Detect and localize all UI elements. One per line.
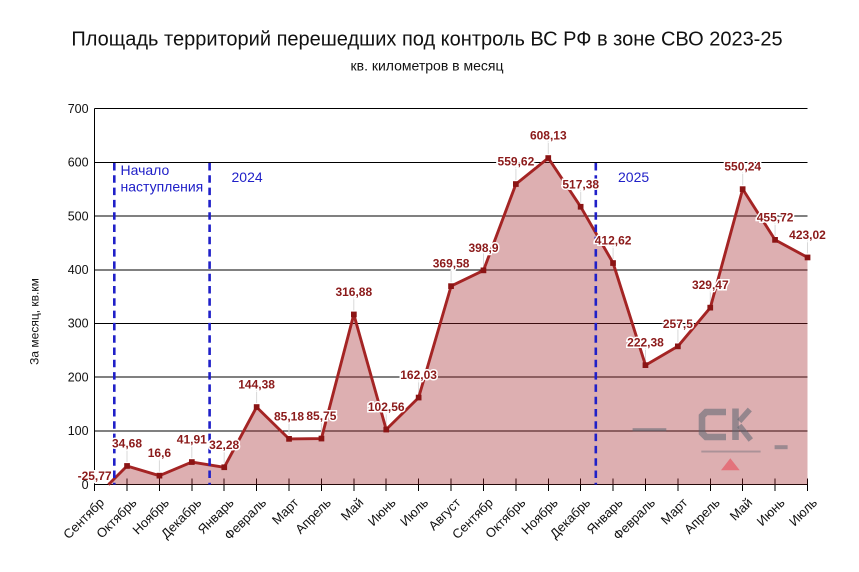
svg-text:162,03: 162,03 <box>400 368 437 382</box>
svg-text:200: 200 <box>68 370 89 384</box>
svg-text:85,75: 85,75 <box>306 409 336 423</box>
svg-text:369,58: 369,58 <box>433 257 470 271</box>
svg-text:34,68: 34,68 <box>112 437 142 451</box>
svg-text:Площадь территорий перешедших: Площадь территорий перешедших под контро… <box>71 29 782 51</box>
svg-text:455,72: 455,72 <box>757 210 794 224</box>
svg-text:329,47: 329,47 <box>692 278 729 292</box>
svg-text:257,5: 257,5 <box>663 317 693 331</box>
svg-text:102,56: 102,56 <box>368 400 405 414</box>
svg-text:-25,77: -25,77 <box>78 469 112 483</box>
svg-text:398,9: 398,9 <box>468 241 498 255</box>
svg-text:316,88: 316,88 <box>335 285 372 299</box>
svg-text:608,13: 608,13 <box>530 129 567 143</box>
svg-text:16,6: 16,6 <box>148 446 172 460</box>
svg-text:2025: 2025 <box>618 169 649 185</box>
svg-text:423,02: 423,02 <box>789 228 826 242</box>
svg-text:100: 100 <box>68 424 89 438</box>
svg-text:400: 400 <box>68 263 89 277</box>
svg-text:700: 700 <box>68 102 89 116</box>
svg-text:41,91: 41,91 <box>177 433 207 447</box>
svg-text:85,18: 85,18 <box>274 409 304 423</box>
svg-text:550,24: 550,24 <box>724 160 761 174</box>
svg-text:222,38: 222,38 <box>627 336 664 350</box>
svg-text:32,28: 32,28 <box>209 438 239 452</box>
svg-text:500: 500 <box>68 209 89 223</box>
svg-text:600: 600 <box>68 156 89 170</box>
svg-text:412,62: 412,62 <box>595 234 632 248</box>
svg-text:144,38: 144,38 <box>238 378 275 392</box>
svg-text:За месяц, кв.км: За месяц, кв.км <box>28 278 42 365</box>
svg-text:0: 0 <box>82 478 89 492</box>
svg-text:Начало: Начало <box>121 162 170 178</box>
svg-text:кв. километров в месяц: кв. километров в месяц <box>351 58 504 74</box>
svg-text:517,38: 517,38 <box>562 177 599 191</box>
svg-text:300: 300 <box>68 317 89 331</box>
svg-text:2024: 2024 <box>232 169 263 185</box>
svg-text:559,62: 559,62 <box>498 155 535 169</box>
svg-text:наступления: наступления <box>121 178 204 194</box>
